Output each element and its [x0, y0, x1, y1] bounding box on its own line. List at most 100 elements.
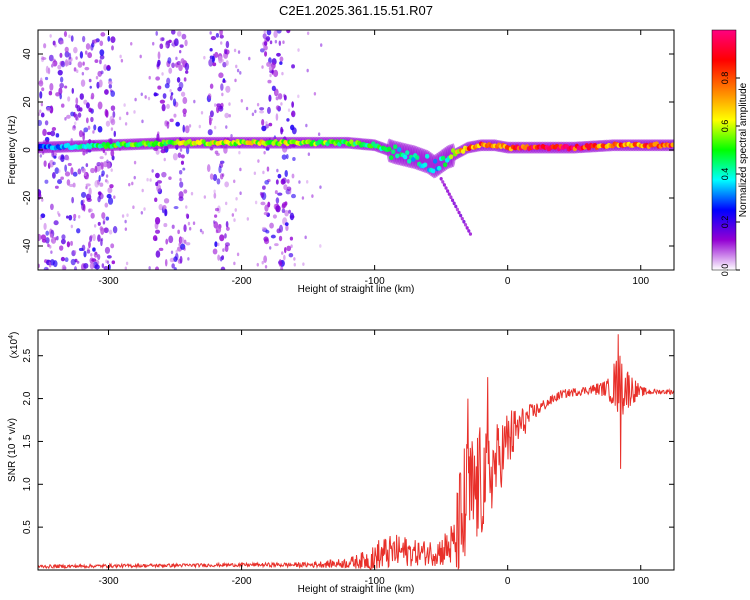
noise-speckle [107, 35, 111, 42]
noise-speckle [235, 64, 238, 69]
noise-speckle [79, 93, 84, 100]
noise-speckle [104, 202, 109, 208]
noise-speckle [94, 165, 98, 173]
noise-speckle [179, 148, 183, 152]
noise-speckle [55, 133, 60, 138]
noise-speckle [266, 166, 270, 172]
noise-speckle [169, 88, 172, 93]
noise-speckle [98, 174, 101, 182]
noise-speckle [76, 260, 80, 264]
noise-speckle [168, 176, 172, 180]
noise-speckle [64, 117, 67, 121]
noise-speckle [80, 191, 87, 198]
noise-speckle [119, 54, 122, 59]
noise-speckle [99, 49, 105, 56]
noise-speckle [178, 81, 184, 89]
noise-speckle [262, 33, 267, 39]
noise-speckle [155, 266, 160, 270]
noise-speckle [100, 227, 105, 235]
noise-speckle [219, 105, 223, 110]
noise-speckle [293, 262, 296, 267]
noise-speckle [161, 171, 167, 178]
noise-speckle [112, 226, 118, 234]
noise-speckle [92, 233, 96, 242]
noise-speckle [82, 150, 86, 156]
noise-speckle [99, 156, 104, 160]
noise-speckle [128, 182, 131, 187]
noise-speckle [61, 234, 66, 240]
noise-speckle [95, 75, 99, 80]
noise-speckle [157, 59, 161, 66]
noise-speckle [236, 68, 240, 73]
noise-speckle [59, 82, 65, 89]
noise-speckle [58, 213, 61, 217]
noise-speckle [73, 266, 78, 270]
noise-speckle [97, 70, 103, 77]
noise-speckle [67, 96, 71, 102]
noise-speckle [169, 118, 174, 123]
ridge-mark [397, 147, 402, 152]
noise-speckle [64, 46, 69, 53]
colorbar: 0.0 0.2 0.4 0.6 0.8 Normalized spectral ampl… [711, 29, 749, 276]
y-tick-label: 2.5 [22, 348, 33, 362]
noise-speckle [281, 154, 287, 160]
noise-speckle [59, 245, 64, 251]
noise-speckle [57, 179, 63, 185]
noise-speckle [240, 99, 244, 103]
noise-speckle [78, 130, 83, 138]
noise-speckle [156, 180, 163, 184]
noise-speckle [233, 218, 236, 222]
noise-speckle [180, 160, 185, 165]
noise-speckle [317, 132, 321, 136]
noise-speckle [291, 112, 294, 116]
noise-speckle [219, 256, 223, 262]
noise-speckle [108, 80, 113, 85]
tail-mark [462, 219, 466, 224]
noise-speckle [276, 168, 279, 173]
noise-speckle [154, 197, 158, 202]
noise-speckle [92, 130, 95, 134]
noise-speckle [86, 175, 89, 180]
noise-speckle [271, 85, 276, 92]
noise-speckle [149, 178, 152, 182]
noise-speckle [132, 205, 135, 210]
noise-speckle [168, 67, 173, 74]
spectrogram-panel: -300 -200 -100 0 100 40 20 0 -20 -40 Height of s… [7, 29, 675, 295]
noise-speckle [104, 151, 107, 156]
noise-speckle [97, 196, 101, 203]
noise-speckle [41, 198, 44, 202]
noise-speckle [71, 87, 75, 94]
noise-speckle [106, 255, 112, 259]
noise-speckle [91, 258, 97, 262]
ridge-mark [387, 146, 392, 152]
noise-speckle [81, 202, 85, 211]
noise-speckle [225, 85, 231, 93]
noise-speckle [60, 176, 64, 180]
noise-speckle [238, 150, 241, 155]
noise-speckle [57, 69, 63, 76]
noise-speckle [133, 110, 136, 114]
ridge-mark [411, 157, 416, 162]
noise-speckle [88, 78, 92, 83]
noise-speckle [203, 55, 206, 60]
noise-speckle [290, 244, 293, 248]
noise-speckle [108, 83, 112, 89]
noise-speckle [165, 44, 168, 49]
noise-speckle [273, 30, 278, 39]
noise-speckle [84, 66, 90, 71]
noise-speckle [99, 166, 102, 171]
noise-speckle [274, 39, 278, 44]
noise-speckle [124, 266, 128, 270]
noise-speckle [217, 242, 220, 247]
noise-speckle [126, 213, 129, 217]
noise-speckle [269, 222, 274, 229]
noise-speckle [157, 51, 161, 60]
noise-speckle [233, 179, 236, 184]
noise-speckle [235, 196, 238, 201]
noise-speckle [54, 236, 58, 241]
noise-speckle [263, 212, 269, 216]
noise-speckle [130, 41, 133, 46]
noise-speckle [276, 52, 281, 57]
noise-speckle [218, 55, 223, 64]
noise-speckle [253, 171, 257, 176]
